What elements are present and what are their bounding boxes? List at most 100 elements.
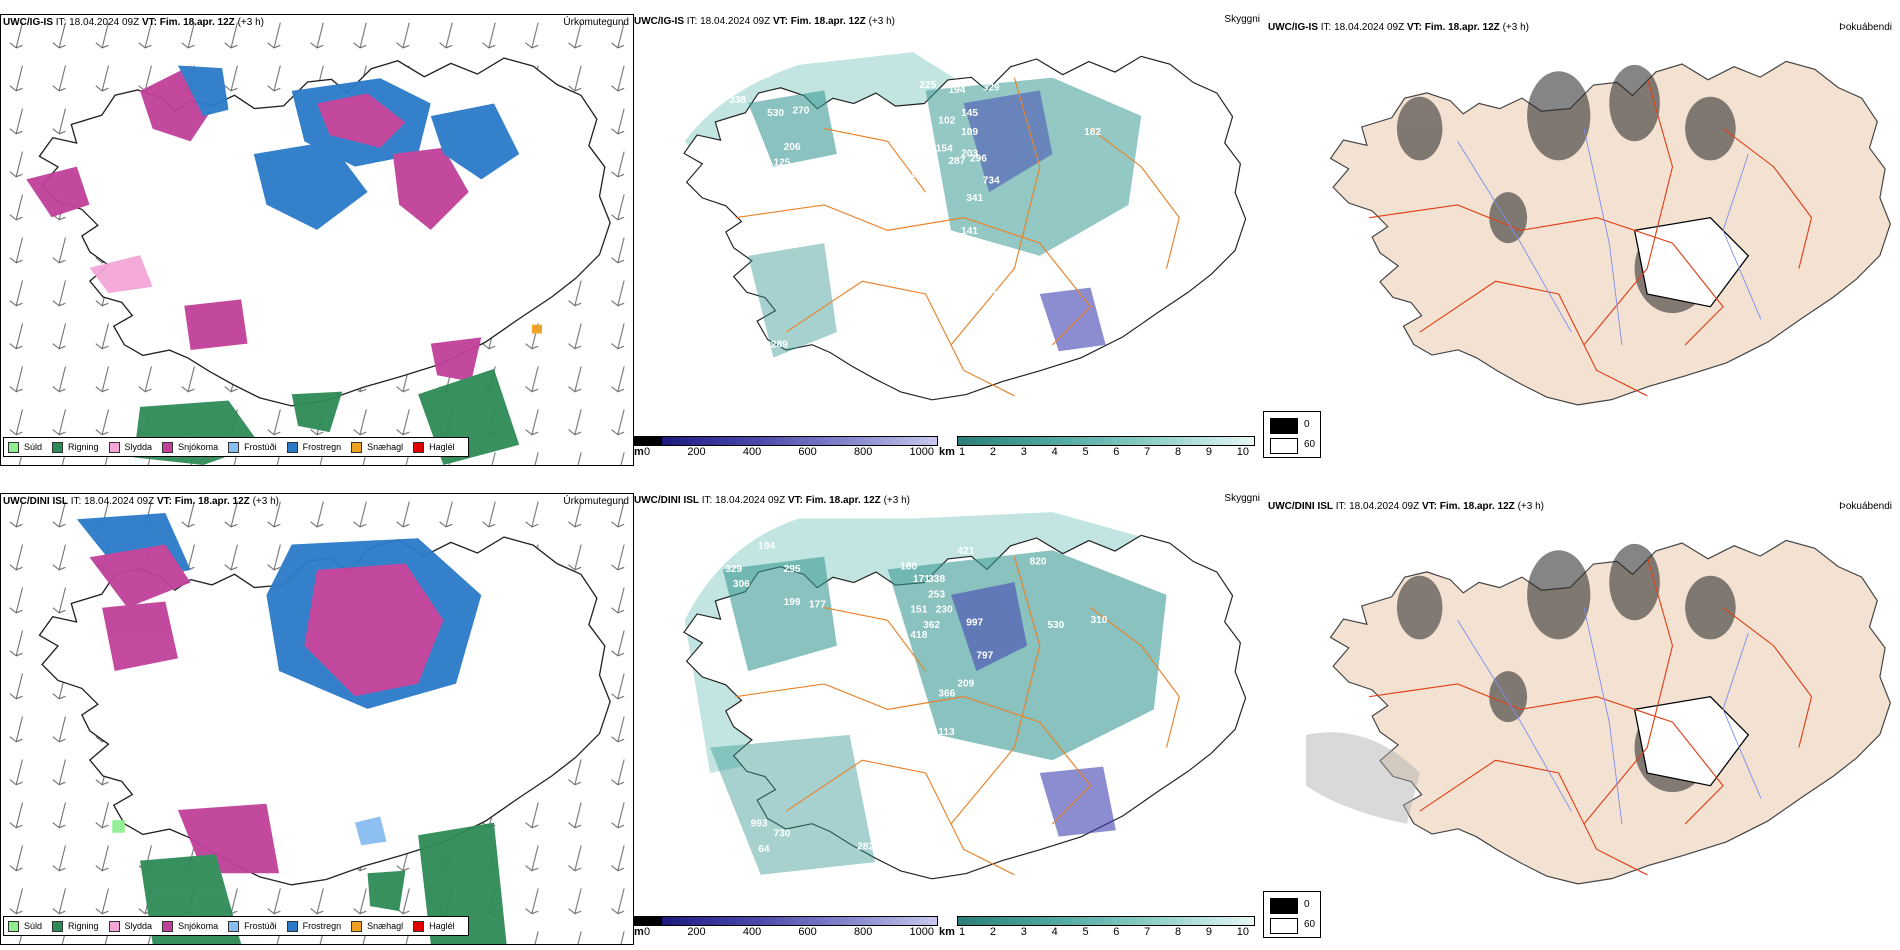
legend-swatch (8, 920, 19, 932)
colorbar-km-row1: km 1 2 3 4 5 6 7 8 9 10 (939, 436, 1255, 458)
elevation-label: 338 (729, 95, 746, 106)
elevation-label: 341 (966, 193, 983, 204)
colorbar-tick: 400 (742, 446, 762, 458)
elevation-label: 177 (809, 600, 826, 611)
legend-label: Frostregn (302, 442, 342, 452)
legend-item-7: Haglél (413, 441, 455, 453)
elevation-label: 206 (784, 142, 801, 153)
elevation-label: 418 (910, 630, 927, 641)
elevation-label: 253 (928, 589, 945, 600)
legend-swatch (108, 920, 120, 932)
fog-panel-row1: UWC/IG-IS IT: 18.04.2024 09Z VT: Fim. 18… (1268, 14, 1900, 466)
panel-title-cloud: Skyggni (1224, 493, 1260, 504)
legend-label: Frostúði (244, 442, 277, 452)
legend-label: Súld (24, 442, 43, 452)
legend-label: Snjókoma (178, 442, 219, 452)
fog-legend-black-label: 0 (1304, 419, 1310, 430)
colorbar-tick: 1000 (909, 926, 934, 938)
colorbar-m-row2: m 0 200 400 600 800 1000 (634, 916, 939, 938)
panel-title-fog: Þokuábendi (1839, 501, 1892, 512)
fog-legend-row1: 0 60 (1263, 411, 1321, 458)
elevation-label: 126 (992, 289, 1009, 300)
legend-item-3: Snjókoma (162, 441, 219, 453)
header-row1-panel3: UWC/IG-IS IT: 18.04.2024 09Z VT: Fim. 18… (1268, 22, 1529, 33)
colorbar-tick: 1 (959, 446, 966, 458)
elevation-label: 287 (948, 156, 965, 167)
legend-label: Frostregn (302, 921, 342, 931)
panel-title-fog: Þokuábendi (1839, 22, 1892, 33)
elevation-label: 194 (948, 85, 965, 96)
elevation-label: 116 (910, 110, 927, 121)
precip-map-row1 (1, 15, 633, 465)
legend-label: Haglél (429, 921, 455, 931)
legend-swatch (413, 920, 425, 932)
legend-item-4: Frostúði (228, 441, 277, 453)
colorbar-tick: 9 (1205, 446, 1212, 458)
elevation-label: 993 (751, 818, 768, 829)
elevation-label: 180 (900, 561, 917, 572)
legend-label: Slydda (124, 921, 153, 931)
legend-item-7: Haglél (413, 920, 455, 932)
elevation-label: 734 (983, 175, 1000, 186)
elevation-label: 270 (793, 105, 810, 116)
colorbar-tick: 6 (1113, 446, 1120, 458)
elevation-label: 182 (1084, 127, 1101, 138)
elevation-label: 366 (938, 689, 955, 700)
fog-legend-black-label: 0 (1304, 899, 1310, 910)
elevation-label: 204 (910, 169, 927, 180)
elevation-label: 501 (877, 169, 894, 180)
header-row1-panel1: UWC/IG-IS IT: 18.04.2024 09Z VT: Fim. 18… (3, 17, 264, 28)
colorbar-tick: 1000 (909, 446, 934, 458)
legend-swatch (52, 920, 64, 932)
legend-swatch (286, 441, 298, 453)
colorbar-tick: 1 (959, 926, 966, 938)
colorbar-km-unit-row2: km (939, 926, 955, 938)
elevation-label: 209 (957, 678, 974, 689)
elevation-label: 171 (913, 574, 930, 585)
legend-item-2: Slydda (108, 441, 152, 453)
fog-legend-white-label: 60 (1304, 439, 1316, 450)
legend-swatch (162, 441, 174, 453)
fog-legend-black-swatch (1270, 898, 1298, 914)
colorbar-m-unit-row2: m (634, 926, 644, 938)
panel-title-precip: Úrkomutegund (563, 496, 629, 507)
elevation-label: 730 (773, 829, 790, 840)
fog-legend-row2: 0 60 (1263, 891, 1321, 938)
elevation-label: 289 (771, 339, 788, 350)
cloud-map-row1: 173 338 530 270 206 125 225 194 329 116 102 145 109 1… (683, 52, 1247, 401)
elevation-label: 530 (767, 108, 784, 119)
colorbar-tick: 0 (644, 926, 651, 938)
elevation-label: 141 (961, 226, 978, 237)
elevation-label: 217 (933, 747, 950, 758)
colorbar-tick: 3 (1020, 446, 1027, 458)
legend-item-2: Slydda (108, 920, 153, 932)
elevation-label: 296 (970, 154, 987, 165)
elevation-label: 125 (773, 157, 790, 168)
legend-item-4: Frostúði (228, 920, 277, 932)
panel-title-precip: Úrkomutegund (563, 17, 629, 28)
elevation-label: 203 (961, 149, 978, 160)
elevation-label: 64 (758, 844, 770, 855)
legend-item-5: Frostregn (286, 920, 342, 932)
elevation-label: 109 (961, 127, 978, 138)
colorbar-tick: 9 (1205, 926, 1212, 938)
elevation-label: 820 (1030, 556, 1047, 567)
elevation-label: 102 (938, 115, 955, 126)
colorbar-m-row2-strip (634, 916, 938, 926)
precip-panel-row1: UWC/IG-IS IT: 18.04.2024 09Z VT: Fim. 18… (0, 14, 634, 466)
legend-swatch (108, 441, 120, 453)
elevation-label: 113 (938, 727, 955, 738)
fog-map-row2 (1305, 539, 1891, 885)
colorbar-tick: 600 (798, 926, 817, 938)
header-row2-panel1: UWC/DINI ISL IT: 18.04.2024 09Z VT: Fim.… (3, 496, 279, 507)
legend-label: Súld (24, 921, 43, 931)
legend-label: Snæhagl (367, 921, 404, 931)
cloud-panel-row2: 890 194 329 306 295 199 177 421 180 171 338 253 820 1… (634, 493, 1268, 945)
header-row2-panel2: UWC/DINI ISL IT: 18.04.2024 09Z VT: Fim.… (634, 495, 910, 506)
colorbar-tick: 200 (687, 446, 706, 458)
colorbar-tick: 0 (644, 446, 651, 458)
colorbar-tick: 800 (853, 446, 873, 458)
legend-label: Snjókoma (178, 921, 219, 931)
elevation-label: 530 (1047, 620, 1064, 631)
elevation-label: 149 (913, 133, 930, 144)
